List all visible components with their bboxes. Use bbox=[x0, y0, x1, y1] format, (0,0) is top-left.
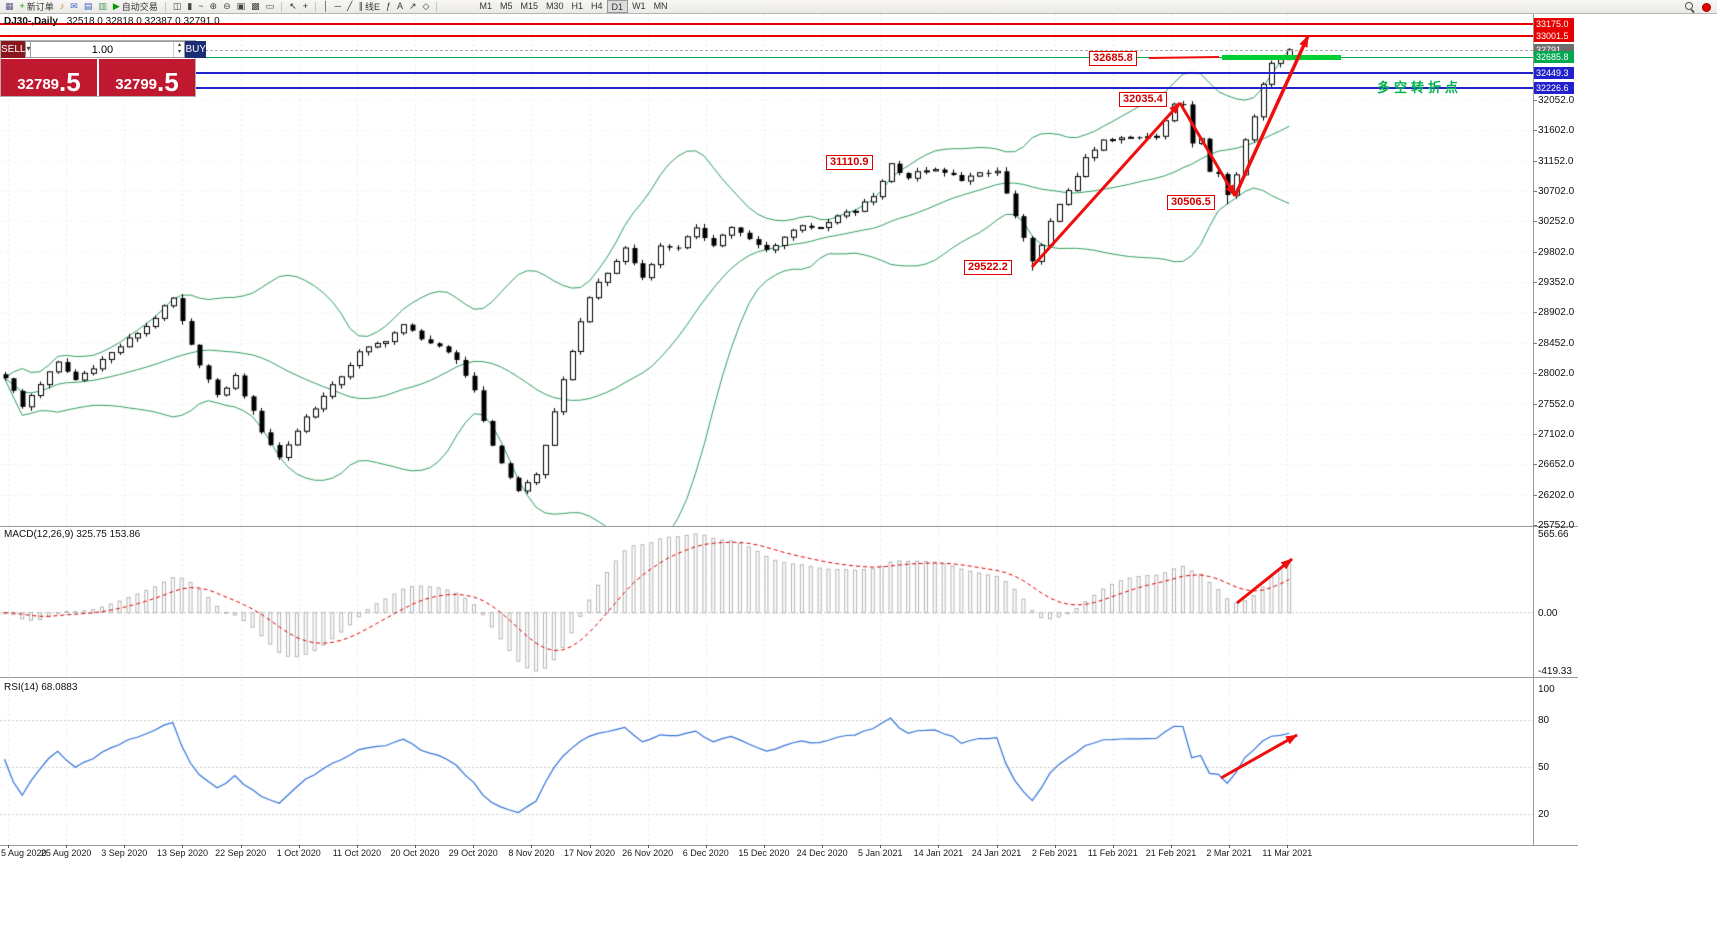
new-order-plus-icon: + bbox=[19, 1, 25, 11]
draw-group: │ ─ ╱ ∥ 线E ƒ A ↗ ◇ bbox=[320, 0, 432, 13]
cursor-group: ↖ + bbox=[286, 0, 311, 13]
toolbar: ▦ + 新订单 ♪ ✉ ▤ ▥ ▶ 自动交易 ◫ ▮ ~ ⊕ ⊖ ▣ ▩ ▭ ↖ + │ ─ ╱ ∥ 线E ƒ A ↗ ◇ M1 M5 M1… bbox=[0, 0, 1717, 14]
data-window-button[interactable]: ▥ bbox=[95, 0, 110, 13]
timeframe-mn[interactable]: MN bbox=[653, 1, 668, 11]
trade-group: ▦ + 新订单 ♪ ✉ ▤ ▥ ▶ 自动交易 bbox=[2, 0, 161, 13]
new-chart-button[interactable]: ▦ bbox=[2, 0, 17, 13]
buy-price-main: 32799 bbox=[115, 76, 158, 93]
timeframe-m30[interactable]: M30 bbox=[546, 1, 564, 11]
zoom-in-button[interactable]: ⊕ bbox=[207, 0, 221, 13]
fibonacci-icon: ƒ bbox=[385, 1, 391, 11]
crosshair-icon: + bbox=[302, 1, 308, 11]
cursor-arrow-icon: ↖ bbox=[289, 1, 297, 11]
toolbar-separator bbox=[281, 1, 283, 12]
mailbox-button[interactable]: ✉ bbox=[67, 0, 81, 13]
chart-type-group: ◫ ▮ ~ ⊕ ⊖ ▣ ▩ ▭ bbox=[170, 0, 277, 13]
shapes-button[interactable]: ◇ bbox=[420, 0, 433, 13]
bar-chart-icon: ◫ bbox=[172, 1, 182, 11]
buy-button[interactable]: BUY bbox=[185, 41, 207, 58]
data-window-icon: ▥ bbox=[98, 1, 107, 11]
autotrading-button[interactable]: ▶ 自动交易 bbox=[110, 0, 161, 13]
timeframe-h1[interactable]: H1 bbox=[571, 1, 584, 11]
volume-field: ▴ ▾ bbox=[31, 41, 186, 58]
timeframe-w1[interactable]: W1 bbox=[632, 1, 646, 11]
timeframe-d1[interactable]: D1 bbox=[606, 0, 629, 13]
zoom-out-icon: ⊖ bbox=[223, 1, 231, 11]
zoom-in-icon: ⊕ bbox=[209, 1, 218, 11]
toolbar-right bbox=[1685, 2, 1711, 12]
toolbar-separator bbox=[436, 1, 438, 12]
zoom-out-button[interactable]: ⊖ bbox=[220, 0, 234, 13]
toolbar-groups: ▦ + 新订单 ♪ ✉ ▤ ▥ ▶ 自动交易 ◫ ▮ ~ ⊕ ⊖ ▣ ▩ ▭ ↖ + │ ─ ╱ ∥ 线E ƒ A ↗ ◇ M1 M5 M1… bbox=[2, 0, 672, 13]
tile-horizontal-icon: ▭ bbox=[265, 1, 275, 11]
arrange-horizontal-button[interactable]: ▭ bbox=[263, 0, 278, 13]
volume-spinner: ▴ ▾ bbox=[173, 42, 184, 57]
sell-price-button[interactable]: 32789.5 bbox=[1, 59, 97, 96]
buy-price-button[interactable]: 32799.5 bbox=[99, 59, 195, 96]
tile-windows-icon: ▣ bbox=[236, 1, 246, 11]
timeframe-m5[interactable]: M5 bbox=[499, 1, 513, 11]
market-watch-icon: ▤ bbox=[83, 1, 93, 11]
equidistant-channel-button-label: 线E bbox=[364, 2, 380, 12]
sell-price-pips: .5 bbox=[59, 66, 81, 97]
autotrading-button-label: 自动交易 bbox=[121, 2, 158, 12]
timeframe-h4[interactable]: H4 bbox=[591, 1, 603, 11]
channel-icon: ∥ bbox=[358, 1, 363, 11]
one-click-trading-panel: SELL ▾ ▴ ▾ BUY 32789.5 32799.5 bbox=[0, 40, 207, 97]
toolbar-separator bbox=[164, 1, 166, 12]
chart-ohlc-values: 32518.0 32818.0 32387.0 32791.0 bbox=[66, 16, 220, 27]
chevron-down-icon: ▾ bbox=[26, 44, 31, 53]
bar-chart-button[interactable]: ◫ bbox=[170, 0, 185, 13]
chart-symbol-period: DJ30-,Daily bbox=[4, 16, 58, 27]
toolbar-separator bbox=[315, 1, 316, 12]
autotrade-play-icon: ▶ bbox=[112, 1, 120, 11]
chart-title: DJ30-,Daily 32518.0 32818.0 32387.0 3279… bbox=[4, 16, 220, 27]
candlestick-icon: ▮ bbox=[187, 1, 193, 11]
tile-windows-button[interactable]: ▣ bbox=[234, 0, 249, 13]
one-click-top-row: SELL ▾ ▴ ▾ BUY bbox=[1, 41, 207, 58]
horizontal-line-icon: ─ bbox=[334, 1, 342, 11]
arrow-marker-icon: ↗ bbox=[408, 1, 417, 11]
new-order-button[interactable]: + 新订单 bbox=[17, 0, 57, 13]
shapes-icon: ◇ bbox=[422, 1, 430, 11]
notification-badge[interactable] bbox=[1702, 2, 1711, 12]
sell-button[interactable]: SELL bbox=[1, 41, 26, 58]
volume-input[interactable] bbox=[31, 42, 174, 57]
equidistant-channel-button[interactable]: ∥ 线E bbox=[355, 0, 383, 13]
buy-price-pips: .5 bbox=[157, 66, 179, 97]
spinner-up-icon[interactable]: ▴ bbox=[177, 42, 181, 48]
line-chart-button[interactable]: ~ bbox=[195, 0, 206, 13]
cursor-button[interactable]: ↖ bbox=[286, 0, 300, 13]
sound-alert-button[interactable]: ♪ bbox=[57, 0, 68, 13]
line-chart-icon: ~ bbox=[198, 1, 204, 11]
one-click-prices: 32789.5 32799.5 bbox=[1, 58, 195, 96]
vertical-line-button[interactable]: │ bbox=[320, 0, 332, 13]
search-icon[interactable] bbox=[1685, 2, 1695, 12]
chart-window-icon: ▦ bbox=[5, 1, 14, 11]
cascade-icon: ▩ bbox=[251, 1, 260, 11]
timeframe-m1[interactable]: M1 bbox=[479, 1, 492, 11]
timeframe-m15[interactable]: M15 bbox=[520, 1, 538, 11]
trendline-icon: ╱ bbox=[347, 1, 353, 11]
sound-icon: ♪ bbox=[59, 1, 65, 11]
timeframe-group: M1 M5 M15 M30 H1 H4 D1 W1 MN bbox=[475, 0, 671, 13]
horizontal-line-button[interactable]: ─ bbox=[332, 0, 344, 13]
spinner-down-icon[interactable]: ▾ bbox=[177, 49, 181, 55]
text-icon: A bbox=[396, 1, 403, 11]
text-label-button[interactable]: A bbox=[394, 0, 406, 13]
cascade-windows-button[interactable]: ▩ bbox=[248, 0, 263, 13]
sell-price-main: 32789 bbox=[17, 76, 60, 93]
new-order-button-label: 新订单 bbox=[26, 2, 54, 12]
mail-icon: ✉ bbox=[70, 1, 78, 11]
market-watch-button[interactable]: ▤ bbox=[81, 0, 96, 13]
crosshair-button[interactable]: + bbox=[300, 0, 311, 13]
trendline-button[interactable]: ╱ bbox=[344, 0, 355, 13]
arrows-button[interactable]: ↗ bbox=[406, 0, 420, 13]
fibonacci-button[interactable]: ƒ bbox=[383, 0, 394, 13]
candlestick-button[interactable]: ▮ bbox=[184, 0, 195, 13]
vertical-line-icon: │ bbox=[323, 1, 329, 11]
